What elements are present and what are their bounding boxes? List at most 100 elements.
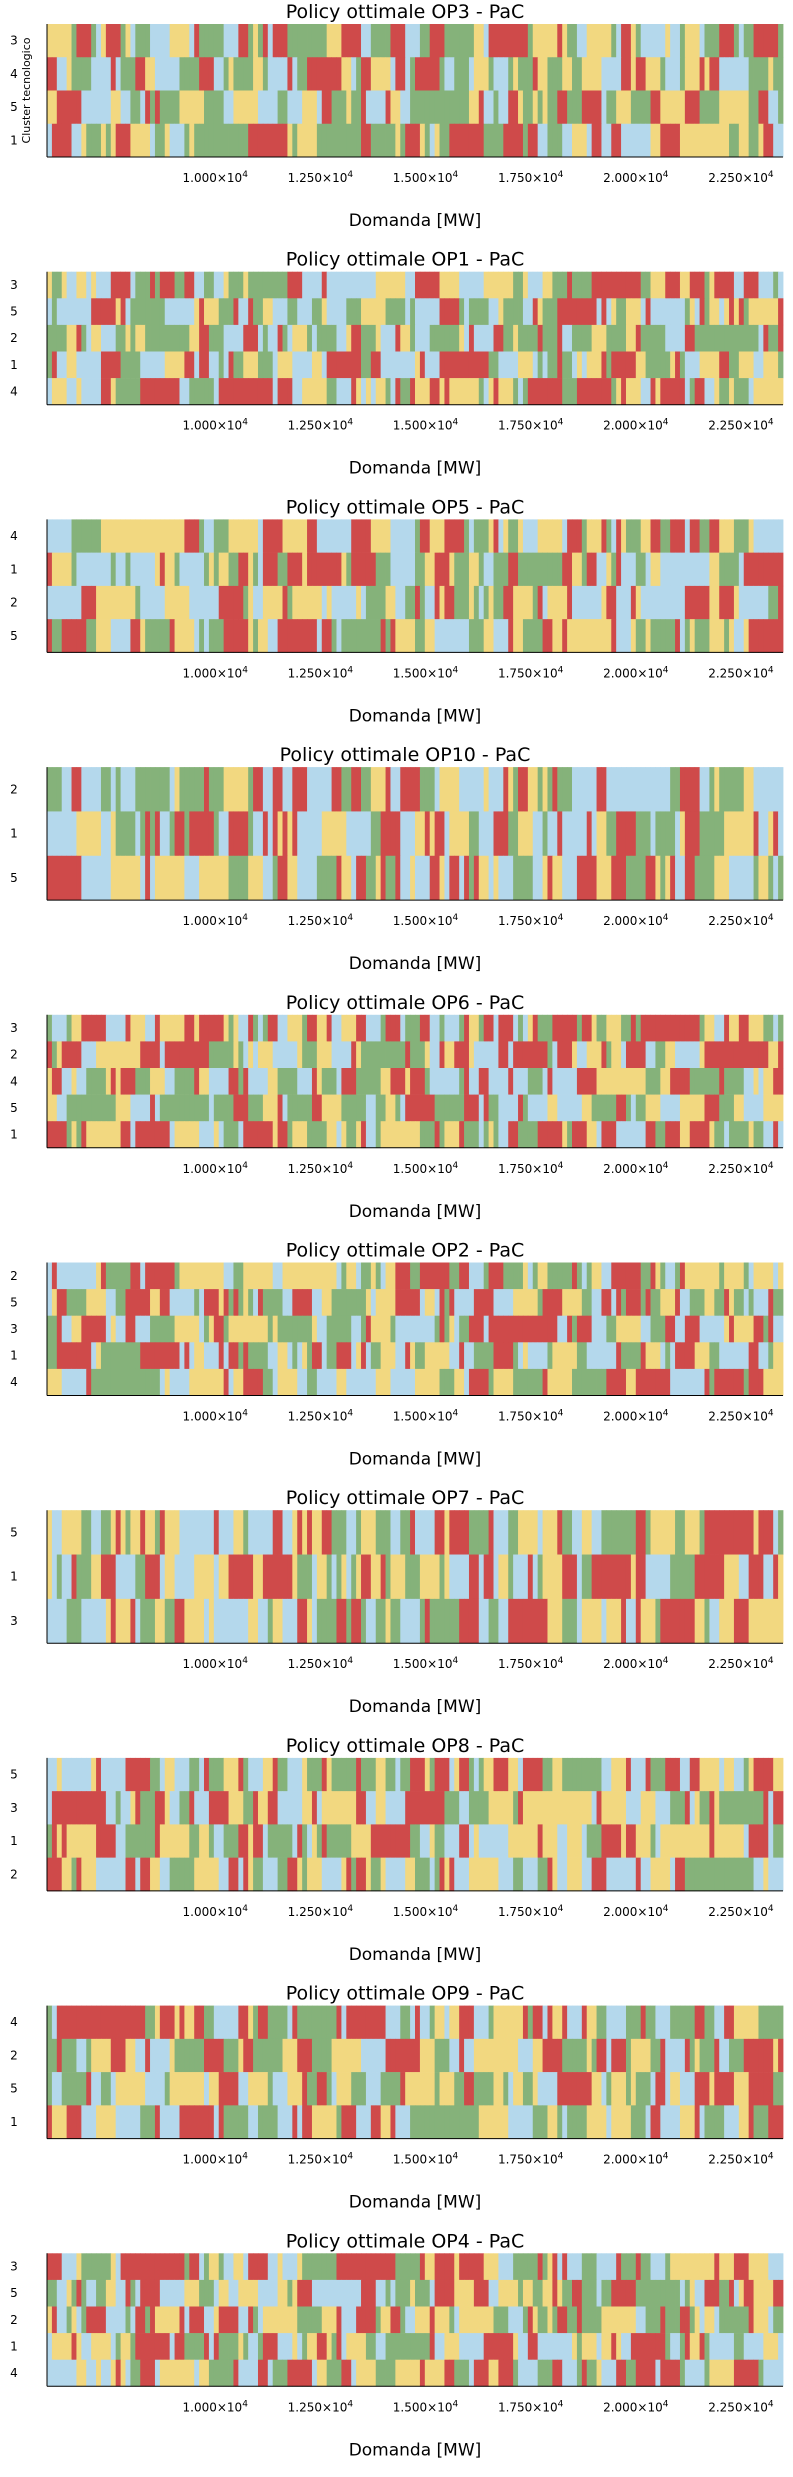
- heatmap-cell: [483, 271, 489, 299]
- heatmap-cell: [66, 123, 72, 158]
- heatmap-cell: [228, 1554, 234, 1600]
- heatmap-cell: [96, 1041, 102, 1069]
- heatmap-cell: [184, 855, 190, 901]
- heatmap-cell: [596, 1510, 602, 1555]
- heatmap-cell: [429, 1757, 436, 1792]
- heatmap-cell: [56, 552, 63, 587]
- heatmap-cell: [159, 123, 166, 158]
- heatmap-cell: [596, 1757, 602, 1792]
- heatmap-cell: [370, 1068, 377, 1095]
- heatmap-cell: [419, 1315, 426, 1343]
- heatmap-cell: [655, 1824, 661, 1858]
- heatmap-cell: [390, 24, 396, 58]
- heatmap-cell: [645, 1121, 651, 1149]
- heatmap-cell: [96, 1262, 102, 1290]
- heatmap-cell: [439, 324, 445, 352]
- heatmap-cell: [532, 351, 539, 379]
- heatmap-cell: [576, 1757, 583, 1792]
- heatmap-cell: [532, 1289, 539, 1316]
- heatmap-cell: [630, 271, 637, 299]
- heatmap-cell: [282, 351, 288, 379]
- heatmap-cell: [76, 1342, 82, 1370]
- heatmap-cell: [503, 90, 509, 125]
- heatmap-cell: [527, 1368, 534, 1396]
- heatmap-cell: [513, 519, 519, 553]
- heatmap-cell: [169, 1014, 175, 1042]
- heatmap-cell: [71, 1857, 77, 1892]
- heatmap-cell: [130, 1791, 136, 1825]
- heatmap-cell: [145, 1342, 151, 1370]
- heatmap-cell: [704, 1791, 710, 1825]
- heatmap-cell: [150, 324, 156, 352]
- heatmap-cell: [370, 811, 377, 857]
- heatmap-cell: [748, 1041, 754, 1069]
- heatmap-cell: [758, 123, 764, 158]
- heatmap-cell: [86, 1068, 92, 1095]
- heatmap-cell: [645, 1824, 651, 1858]
- heatmap-cell: [179, 1014, 185, 1042]
- heatmap-cell: [596, 552, 602, 587]
- heatmap-cell: [410, 1315, 416, 1343]
- heatmap-cell: [100, 1554, 107, 1600]
- heatmap-cell: [513, 855, 519, 901]
- heatmap-cell: [331, 1757, 337, 1792]
- heatmap-cell: [547, 1315, 553, 1343]
- heatmap-cell: [385, 1857, 391, 1892]
- heatmap-cell: [71, 1368, 77, 1396]
- heatmap-cell: [297, 1262, 303, 1290]
- heatmap-cell: [96, 552, 102, 587]
- heatmap-cell: [380, 519, 386, 553]
- heatmap-cell: [277, 1857, 283, 1892]
- heatmap-cell: [640, 298, 647, 326]
- heatmap-cell: [419, 519, 426, 553]
- heatmap-cell: [415, 123, 421, 158]
- heatmap-cell: [120, 1791, 126, 1825]
- heatmap-cell: [150, 1824, 156, 1858]
- heatmap-cell: [542, 585, 548, 620]
- heatmap-cell: [606, 90, 612, 125]
- heatmap-cell: [351, 1342, 357, 1370]
- heatmap-cell: [439, 123, 445, 158]
- heatmap-cell: [204, 298, 210, 326]
- heatmap-cell: [684, 1824, 691, 1858]
- heatmap-cell: [380, 1121, 386, 1149]
- heatmap-cell: [189, 1857, 195, 1892]
- heatmap-cell: [282, 271, 288, 299]
- x-tick-label: 1.500×104: [393, 1656, 459, 1671]
- heatmap-cell: [773, 1757, 779, 1792]
- heatmap-cell: [356, 1094, 362, 1122]
- heatmap-cell: [616, 855, 622, 901]
- heatmap-cell: [630, 1342, 637, 1370]
- heatmap-cell: [547, 1262, 553, 1290]
- heatmap-cell: [61, 1262, 68, 1290]
- heatmap-cell: [96, 767, 102, 812]
- heatmap-cell: [390, 1262, 396, 1290]
- heatmap-cell: [444, 24, 450, 58]
- heatmap-cell: [184, 378, 190, 405]
- heatmap-cell: [576, 1041, 583, 1069]
- heatmap-cell: [665, 1824, 671, 1858]
- heatmap-cell: [86, 1315, 92, 1343]
- heatmap-cell: [606, 271, 612, 299]
- heatmap-cell: [733, 1510, 740, 1555]
- heatmap-cell: [145, 298, 151, 326]
- heatmap-cell: [625, 90, 632, 125]
- heatmap-cell: [621, 57, 627, 91]
- heatmap-cell: [758, 1368, 764, 1396]
- heatmap-cell: [650, 1315, 656, 1343]
- heatmap-cell: [164, 351, 171, 379]
- heatmap-cell: [140, 1094, 146, 1122]
- heatmap-cell: [591, 1014, 597, 1042]
- heatmap-cell: [307, 1262, 313, 1290]
- heatmap-cell: [159, 519, 166, 553]
- heatmap-cell: [385, 1368, 391, 1396]
- heatmap-cell: [105, 1857, 112, 1892]
- heatmap-cell: [773, 619, 779, 653]
- heatmap-cell: [419, 298, 426, 326]
- heatmap-cell: [257, 1041, 264, 1069]
- heatmap-cell: [586, 1068, 593, 1095]
- heatmap-cell: [351, 1368, 357, 1396]
- heatmap-cell: [419, 1094, 426, 1122]
- heatmap-cell: [96, 1554, 102, 1600]
- heatmap-cell: [621, 585, 627, 620]
